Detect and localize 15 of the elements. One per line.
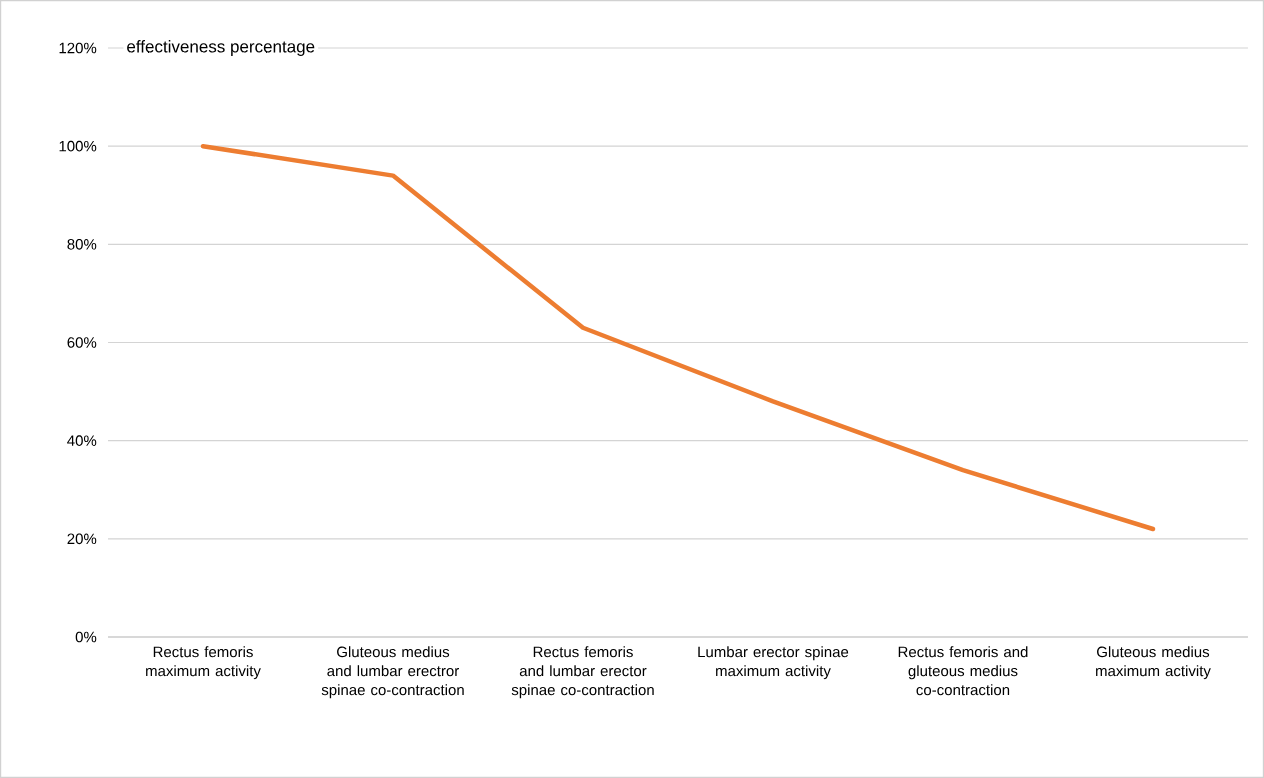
y-tick-label: 80%	[67, 239, 97, 250]
line-series	[200, 143, 1156, 532]
y-tick-label: 100%	[59, 140, 97, 152]
x-tick-label: Gluteous medius and lumbar erectror spinae co-contraction	[321, 646, 464, 699]
x-tick-label: Rectus femoris and lumbar erector spinae co-contraction	[511, 646, 654, 699]
x-tick-label: Lumbar erector spinae maximum activity	[698, 646, 849, 680]
y-tick-label: 60%	[67, 337, 97, 348]
y-tick-label: 40%	[67, 435, 97, 446]
x-tick-label: Rectus femoris maximum activity	[146, 646, 261, 680]
y-tick-label: 0%	[75, 631, 97, 643]
y-tick-label: 20%	[67, 533, 97, 545]
chart-title: effectiveness percentage	[127, 40, 315, 56]
x-tick-label: Rectus femoris and gluteous medius co-contraction	[898, 646, 1028, 696]
y-tick-label: 120%	[59, 42, 97, 54]
x-tick-label: Gluteous medius maximum activity	[1096, 646, 1211, 680]
